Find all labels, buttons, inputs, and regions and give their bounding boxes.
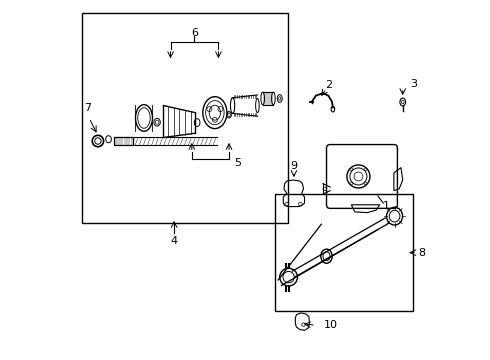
Text: 7: 7 [84,103,91,113]
Bar [114,137,133,145]
Text: 3: 3 [410,79,417,89]
Bar [275,194,414,311]
Text: 4: 4 [171,236,178,246]
Bar [82,13,288,222]
Text: 2: 2 [325,80,332,90]
Text: 9: 9 [291,161,297,171]
Text: 1: 1 [383,201,390,211]
Text: 5: 5 [234,158,242,168]
Text: 6: 6 [191,28,198,38]
Text: 8: 8 [418,248,425,258]
Text: 10: 10 [324,320,338,330]
